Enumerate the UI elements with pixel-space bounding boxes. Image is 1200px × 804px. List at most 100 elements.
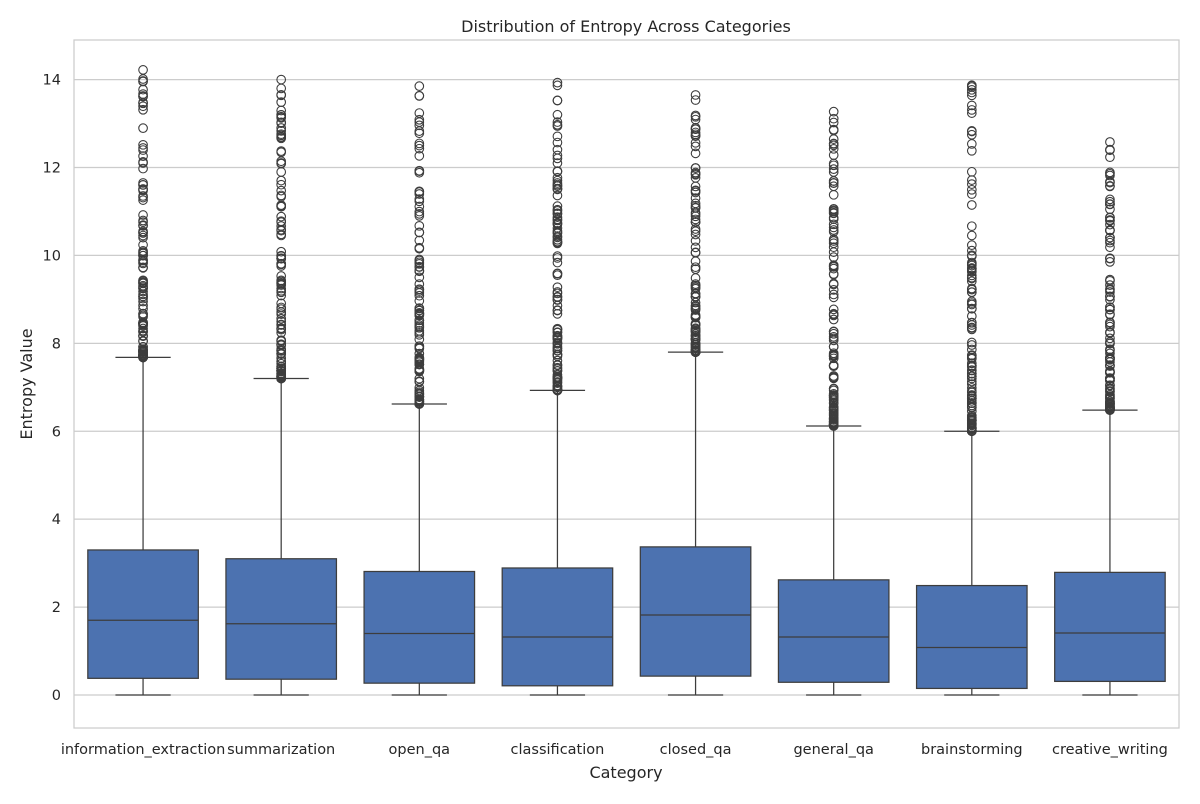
outlier-point — [552, 150, 563, 161]
outlier-point — [966, 273, 977, 284]
outlier-point — [828, 408, 839, 419]
outlier-point — [828, 402, 839, 413]
outlier-point — [828, 236, 839, 246]
outlier-point — [828, 219, 839, 230]
x-tick-label: closed_qa — [660, 742, 732, 758]
outlier-point — [276, 335, 287, 346]
outlier-point — [966, 87, 977, 98]
x-axis-label: Category — [589, 763, 662, 782]
outlier-point — [690, 334, 701, 345]
y-tick-label: 14 — [43, 73, 61, 89]
outlier-point — [690, 198, 701, 209]
outlier-point — [966, 412, 977, 422]
iqr-box — [87, 549, 199, 679]
outlier-point — [828, 106, 839, 117]
outlier-point — [966, 376, 977, 387]
outlier-point — [414, 290, 425, 301]
outlier-point — [966, 350, 977, 360]
outlier-point — [138, 263, 148, 273]
outlier-point — [828, 143, 839, 154]
outlier-point — [690, 347, 701, 357]
outlier-point — [414, 206, 425, 217]
outlier-point — [966, 263, 977, 273]
outlier-point — [138, 157, 148, 167]
outlier-point — [1105, 291, 1115, 302]
outlier-point — [690, 229, 701, 240]
outlier-point — [828, 207, 839, 218]
outlier-points — [690, 90, 701, 357]
outlier-point — [138, 230, 148, 241]
outlier-point — [690, 95, 701, 105]
outlier-point — [276, 90, 287, 101]
outlier-point — [966, 337, 977, 348]
outlier-point — [138, 220, 148, 231]
outlier-point — [138, 300, 148, 311]
outlier-point — [552, 190, 563, 201]
y-axis-label: Entropy Value — [17, 328, 36, 439]
outlier-point — [828, 160, 839, 171]
outlier-point — [1105, 373, 1115, 384]
outlier-point — [828, 308, 839, 319]
outlier-point — [1105, 167, 1115, 178]
outlier-point — [1105, 219, 1115, 230]
iqr-box — [1054, 571, 1166, 683]
outlier-point — [1105, 403, 1115, 414]
y-tick-label: 10 — [43, 248, 61, 264]
y-tick-label: 2 — [52, 600, 61, 616]
outlier-point — [828, 260, 839, 270]
outlier-point — [414, 151, 425, 161]
outlier-point — [1105, 196, 1115, 207]
outlier-point — [690, 303, 701, 313]
outlier-point — [552, 231, 563, 241]
outlier-point — [138, 123, 148, 133]
outlier-point — [1105, 380, 1115, 391]
outlier-point — [276, 251, 287, 262]
outlier-point — [690, 122, 701, 133]
outlier-point — [276, 283, 287, 294]
outlier-point — [414, 227, 425, 238]
outlier-point — [414, 309, 425, 320]
x-tick-label: information_extraction — [61, 742, 225, 758]
outlier-point — [828, 252, 839, 262]
outlier-point — [828, 212, 839, 223]
outlier-point — [966, 80, 977, 91]
outlier-point — [690, 289, 701, 299]
outlier-point — [1105, 181, 1115, 191]
outlier-point — [552, 251, 563, 261]
outlier-point — [138, 101, 148, 112]
outlier-point — [966, 320, 977, 330]
outlier-point — [1105, 333, 1115, 344]
outlier-point — [552, 80, 563, 91]
box-group — [915, 80, 1028, 696]
outlier-point — [1105, 253, 1115, 264]
outlier-point — [966, 393, 977, 404]
outlier-point — [138, 143, 148, 153]
outlier-point — [966, 240, 977, 251]
outlier-point — [552, 121, 563, 131]
outlier-point — [138, 76, 148, 87]
outlier-point — [966, 90, 977, 101]
outlier-point — [414, 81, 425, 92]
outlier-point — [276, 185, 287, 196]
outlier-point — [966, 179, 977, 189]
outlier-point — [276, 246, 287, 257]
outlier-point — [414, 209, 425, 219]
outlier-point — [552, 201, 563, 211]
outlier-point — [1105, 242, 1115, 253]
outlier-point — [966, 386, 977, 396]
outlier-point — [966, 287, 977, 297]
outlier-point — [414, 265, 425, 276]
outlier-point — [138, 248, 148, 259]
outlier-point — [1105, 257, 1115, 267]
outlier-point — [552, 282, 563, 293]
outlier-point — [552, 77, 563, 88]
y-tick-label: 0 — [52, 688, 61, 704]
outlier-point — [414, 165, 425, 176]
outlier-point — [552, 95, 563, 106]
outlier-point — [552, 257, 563, 268]
outlier-point — [276, 358, 287, 369]
outlier-point — [690, 323, 701, 334]
outlier-point — [690, 236, 701, 246]
outlier-point — [966, 105, 977, 115]
outlier-point — [414, 242, 425, 253]
